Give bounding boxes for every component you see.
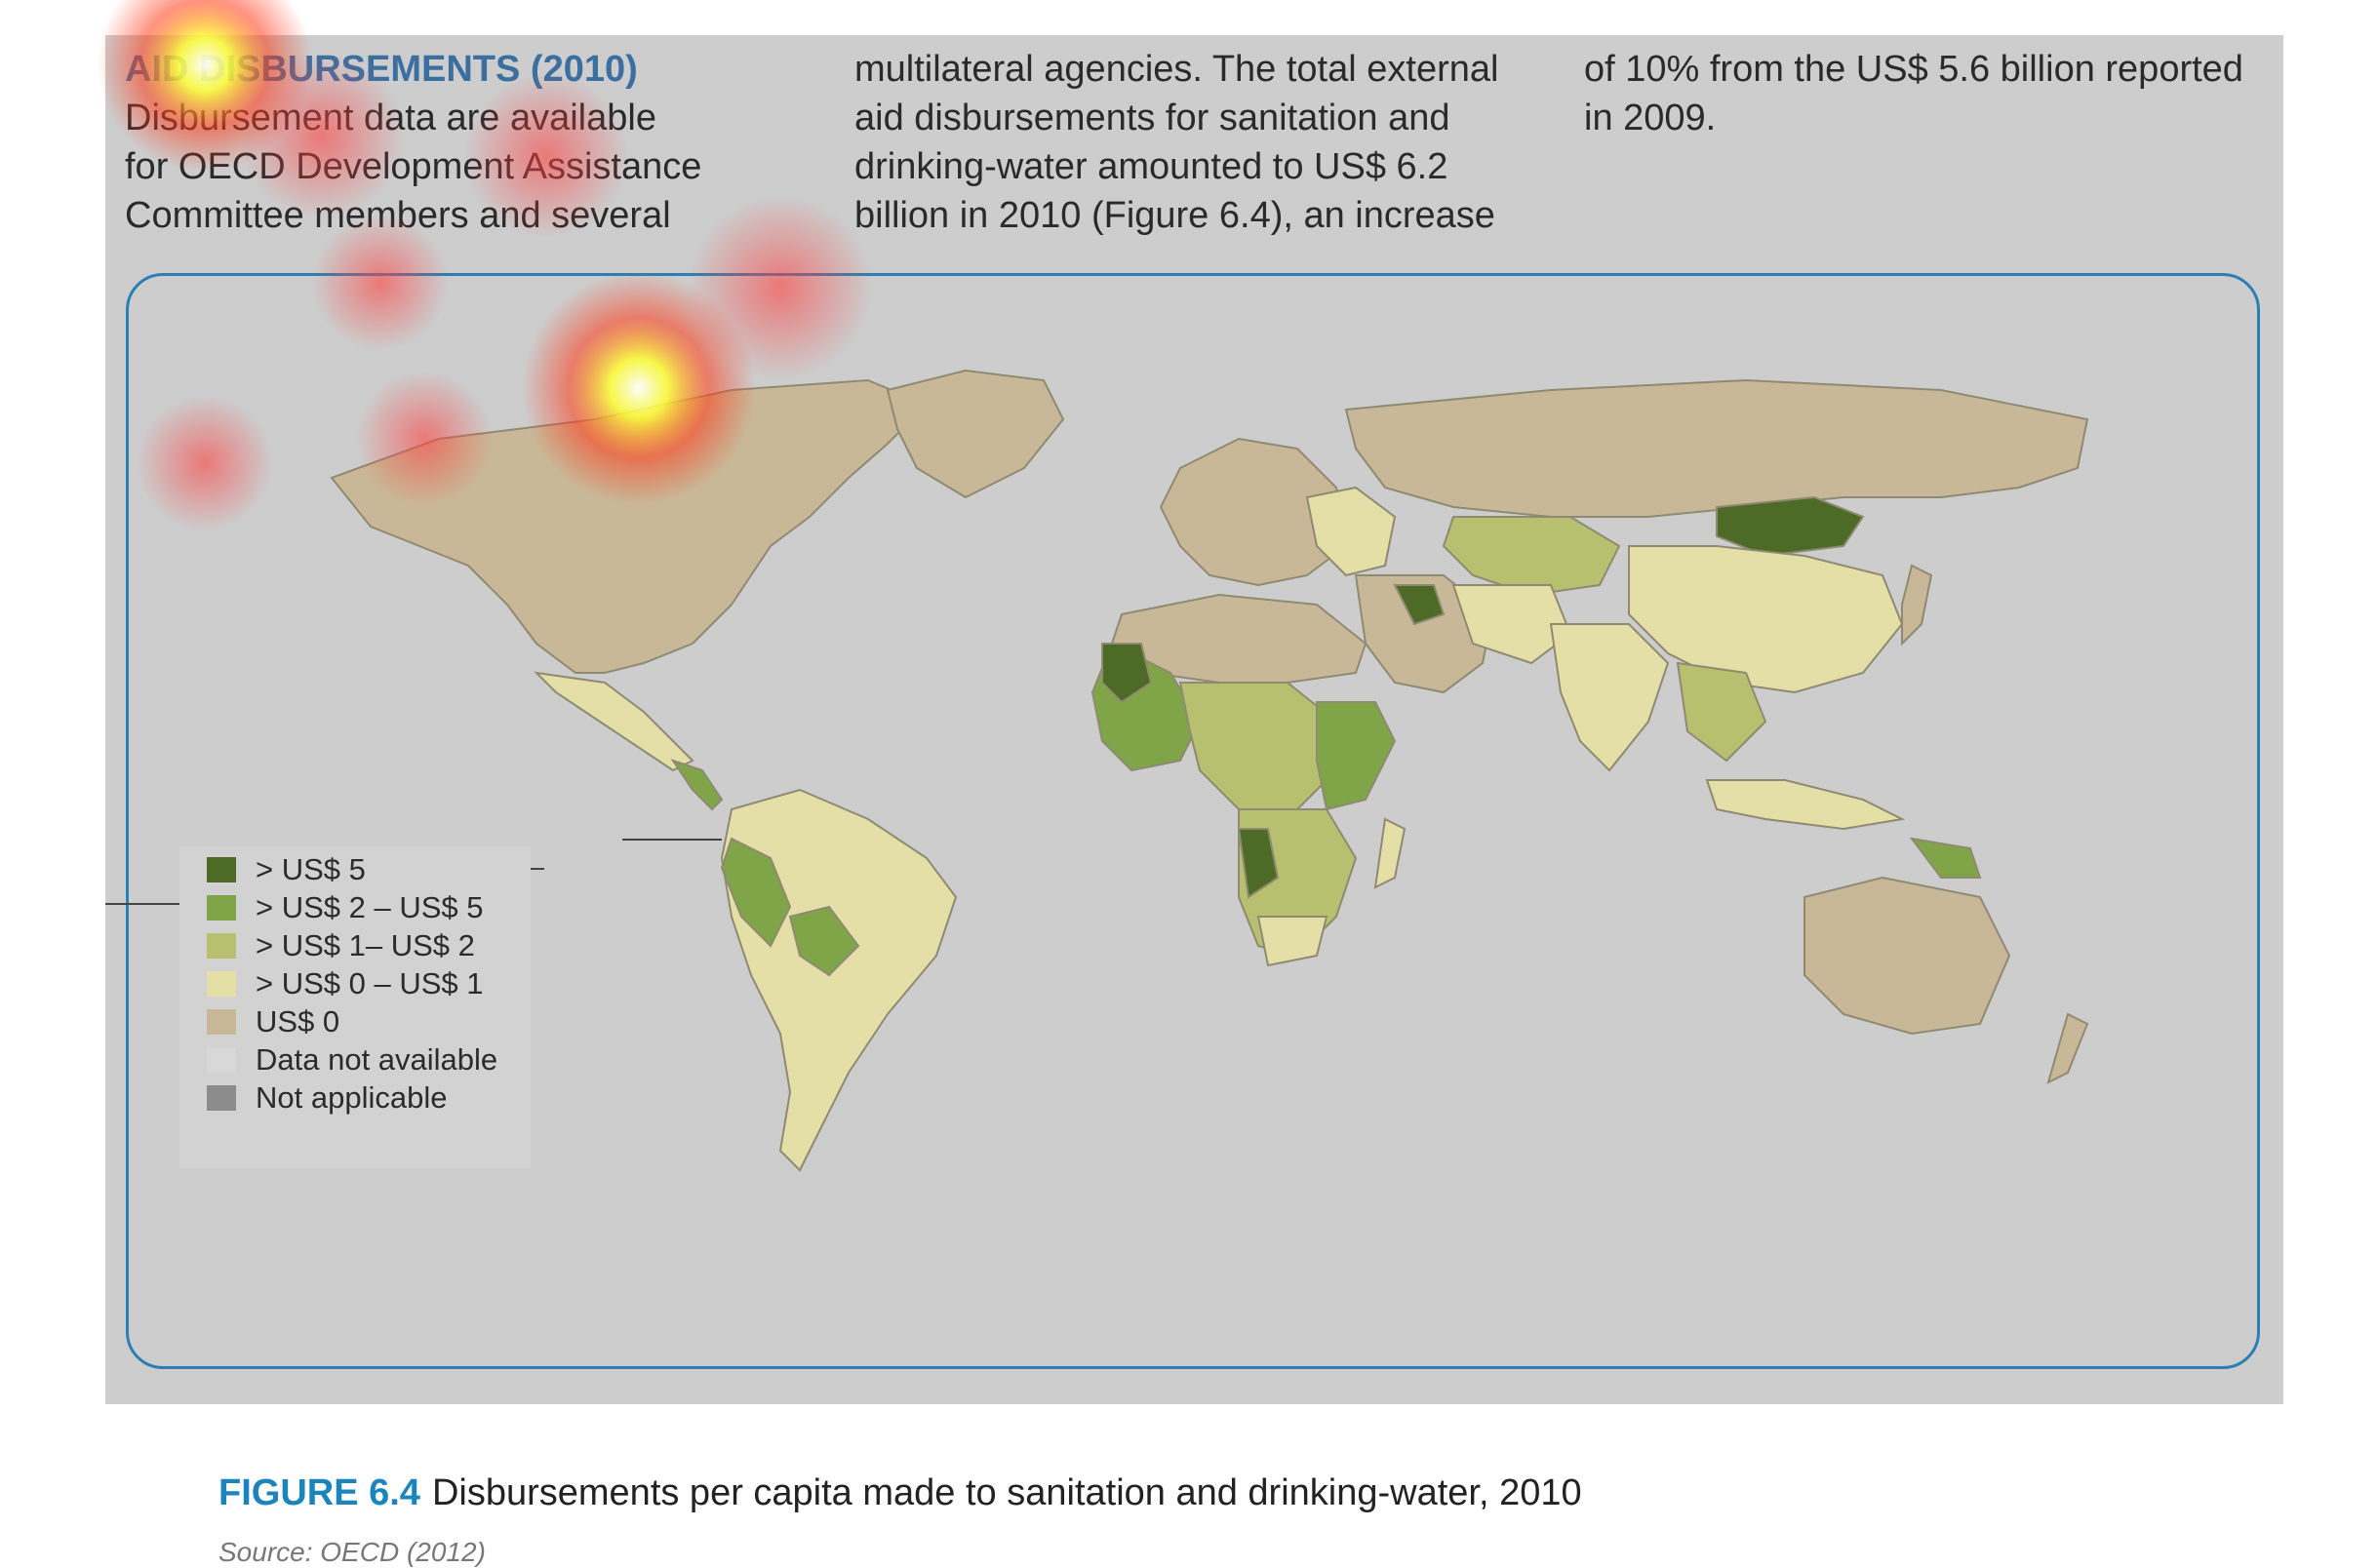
region-australia [1803, 876, 2011, 1036]
region-greenland [886, 369, 1065, 499]
figure-label: FIGURE 6.4 [218, 1472, 420, 1513]
region-namibia [1237, 828, 1280, 899]
text-column-3: of 10% from the US$ 5.6 billion reported… [1584, 45, 2286, 142]
region-madagascar [1373, 817, 1407, 889]
region-papua-new-guinea [1909, 837, 1982, 879]
region-india [1549, 623, 1670, 772]
section-heading: AID DISBURSEMENTS (2010) [125, 49, 638, 90]
col2-line: multilateral agencies. The total externa… [854, 49, 1499, 90]
region-south-america [720, 788, 958, 1172]
region-middle-east [1354, 574, 1494, 694]
legend-label: > US$ 5 [256, 852, 366, 886]
region-eastern-europe [1305, 486, 1397, 577]
region-iraq [1393, 584, 1446, 626]
region-south-africa [1256, 916, 1328, 967]
legend-item: Not applicable [207, 1080, 447, 1116]
col2-line: billion in 2010 (Figure 6.4), an increas… [854, 195, 1495, 236]
legend-label: > US$ 0 – US$ 1 [256, 966, 484, 1000]
region-north-america [330, 378, 929, 674]
legend-swatch-4 [207, 1009, 236, 1035]
region-mexico [534, 671, 694, 772]
region-mongolia [1716, 495, 1865, 558]
region-central-america [670, 759, 724, 811]
col1-line: for OECD Development Assistance [125, 146, 702, 187]
region-iran-afghanistan [1451, 584, 1572, 665]
col2-line: aid disbursements for sanitation and [854, 98, 1450, 138]
world-map [185, 351, 2234, 1209]
legend-swatch-2 [207, 933, 236, 959]
legend-swatch-5 [207, 1047, 236, 1073]
legend-item: Data not available [207, 1042, 497, 1078]
legend-label: Data not available [256, 1042, 498, 1077]
region-southeast-asia [1676, 661, 1767, 763]
region-central-africa [1178, 682, 1338, 821]
map-legend: > US$ 5 > US$ 2 – US$ 5 > US$ 1– US$ 2 >… [179, 846, 531, 1168]
col3-line: of 10% from the US$ 5.6 billion reported [1584, 49, 2243, 90]
legend-item: US$ 0 [207, 1004, 339, 1039]
figure-caption: FIGURE 6.4 Disbursements per capita made … [218, 1472, 1582, 1514]
region-japan [1901, 564, 1933, 647]
legend-item: > US$ 0 – US$ 1 [207, 966, 484, 1001]
region-bolivia [788, 905, 860, 977]
region-china [1628, 545, 1904, 694]
region-russia [1344, 378, 2089, 518]
col1-line: Committee members and several [125, 195, 671, 236]
col3-line: in 2009. [1584, 98, 1717, 138]
text-column-2: multilateral agencies. The total externa… [854, 45, 1537, 240]
legend-swatch-0 [207, 857, 236, 882]
legend-swatch-1 [207, 895, 236, 921]
col2-line: drinking-water amounted to US$ 6.2 [854, 146, 1448, 187]
legend-swatch-6 [207, 1085, 236, 1111]
region-indonesia [1705, 779, 1906, 831]
map-leader-line [622, 839, 722, 841]
region-new-zealand [2046, 1012, 2089, 1084]
legend-label: > US$ 1– US$ 2 [256, 928, 475, 962]
col1-line: Disbursement data are available [125, 98, 656, 138]
legend-swatch-3 [207, 971, 236, 997]
legend-item: > US$ 5 [207, 852, 366, 887]
legend-item: > US$ 2 – US$ 5 [207, 890, 484, 925]
legend-label: > US$ 2 – US$ 5 [256, 890, 484, 924]
world-map-svg [330, 369, 2089, 1172]
region-east-africa [1316, 701, 1397, 811]
legend-item: > US$ 1– US$ 2 [207, 928, 475, 963]
figure-source: Source: OECD (2012) [218, 1537, 486, 1567]
text-column-1: AID DISBURSEMENTS (2010) Disbursement da… [125, 45, 808, 240]
region-mauritania [1101, 643, 1153, 704]
region-europe [1159, 437, 1348, 587]
legend-label: US$ 0 [256, 1004, 340, 1039]
figure-caption-text: Disbursements per capita made to sanitat… [431, 1472, 1582, 1513]
region-central-asia [1442, 516, 1621, 597]
legend-label: Not applicable [256, 1080, 448, 1115]
region-peru [720, 837, 792, 948]
